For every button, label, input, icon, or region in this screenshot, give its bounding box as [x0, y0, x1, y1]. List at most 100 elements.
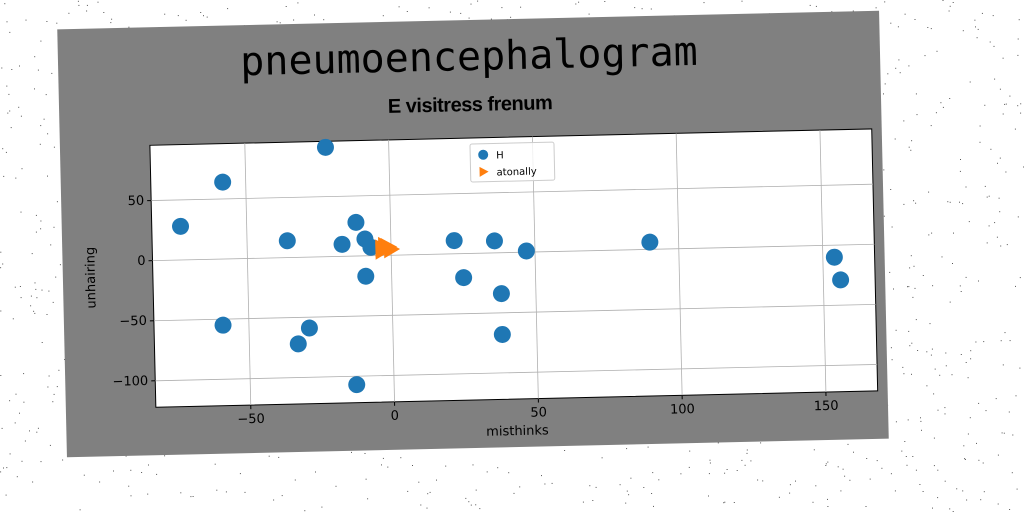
- noise-speck: [575, 3, 577, 5]
- noise-speck: [30, 295, 32, 297]
- scatter-point-h: [493, 325, 511, 343]
- noise-speck: [56, 22, 58, 24]
- noise-speck: [1004, 103, 1006, 105]
- noise-speck: [192, 496, 194, 497]
- noise-speck: [827, 498, 828, 500]
- noise-speck: [926, 351, 928, 353]
- noise-speck: [890, 347, 892, 349]
- noise-speck: [812, 501, 814, 503]
- noise-speck: [35, 231, 37, 233]
- noise-speck: [970, 358, 972, 360]
- noise-speck: [281, 495, 283, 497]
- noise-speck: [110, 22, 112, 24]
- scatter-point-atonally: [383, 240, 401, 259]
- noise-speck: [970, 350, 972, 352]
- noise-speck: [951, 374, 953, 376]
- noise-speck: [200, 12, 202, 13]
- noise-speck: [1020, 112, 1022, 114]
- noise-speck: [980, 499, 982, 501]
- noise-speck: [889, 271, 891, 273]
- noise-speck: [932, 285, 934, 287]
- noise-speck: [890, 22, 892, 24]
- noise-speck: [367, 498, 369, 500]
- scatter-point-h: [641, 233, 659, 251]
- noise-speck: [62, 459, 64, 461]
- noise-speck: [931, 348, 933, 350]
- noise-speck: [77, 0, 79, 2]
- noise-speck: [99, 481, 101, 483]
- noise-speck: [908, 146, 910, 148]
- noise-speck: [984, 104, 986, 106]
- y-tick-label: 50: [127, 194, 144, 209]
- noise-speck: [915, 93, 917, 95]
- noise-speck: [486, 471, 488, 473]
- noise-speck: [1017, 38, 1019, 40]
- noise-speck: [746, 452, 748, 454]
- noise-speck: [647, 446, 649, 448]
- noise-speck: [910, 255, 912, 257]
- noise-speck: [23, 401, 25, 403]
- noise-speck: [1004, 332, 1006, 334]
- noise-speck: [912, 456, 914, 457]
- noise-speck: [978, 459, 980, 461]
- noise-speck: [937, 469, 939, 471]
- noise-speck: [944, 407, 946, 409]
- noise-speck: [519, 486, 521, 488]
- noise-speck: [904, 441, 906, 442]
- noise-speck: [960, 354, 962, 355]
- scatter-plot: −50 0 50 100 150 −100 −50 0 50 misthinks unhairing…: [83, 128, 879, 440]
- noise-speck: [936, 50, 938, 52]
- noise-speck: [479, 508, 481, 510]
- noise-speck: [279, 22, 281, 24]
- noise-speck: [68, 12, 70, 14]
- noise-speck: [703, 2, 705, 4]
- noise-speck: [1005, 103, 1007, 105]
- noise-speck: [999, 211, 1001, 213]
- noise-speck: [465, 497, 467, 499]
- noise-speck: [97, 1, 99, 3]
- noise-speck: [468, 501, 470, 503]
- noise-speck: [680, 473, 682, 475]
- noise-speck: [268, 455, 270, 457]
- noise-speck: [18, 106, 20, 108]
- noise-speck: [8, 93, 10, 95]
- noise-speck: [45, 94, 47, 96]
- noise-speck: [688, 466, 690, 468]
- noise-speck: [477, 0, 479, 2]
- noise-speck: [891, 226, 893, 228]
- noise-speck: [1001, 432, 1003, 434]
- noise-speck: [953, 232, 954, 234]
- noise-speck: [48, 290, 50, 292]
- plot-area: [149, 128, 879, 408]
- scatter-point-h: [300, 319, 318, 337]
- noise-speck: [276, 21, 278, 23]
- noise-speck: [293, 19, 295, 21]
- noise-speck: [400, 457, 402, 459]
- noise-speck: [689, 450, 691, 452]
- noise-speck: [809, 4, 811, 6]
- noise-speck: [762, 480, 764, 482]
- noise-speck: [21, 460, 23, 462]
- legend-label: atonally: [496, 167, 536, 179]
- noise-speck: [185, 19, 187, 21]
- noise-speck: [965, 362, 967, 363]
- noise-speck: [544, 483, 546, 485]
- noise-speck: [894, 490, 896, 492]
- scatter-point-atonally: [375, 241, 392, 260]
- noise-speck: [634, 7, 636, 9]
- noise-speck: [551, 482, 553, 484]
- noise-speck: [708, 473, 710, 475]
- noise-speck: [31, 253, 33, 255]
- noise-speck: [993, 45, 995, 47]
- noise-speck: [962, 203, 964, 205]
- noise-speck: [304, 510, 306, 512]
- noise-speck: [965, 458, 966, 460]
- y-gridline: [152, 243, 875, 262]
- noise-speck: [983, 341, 985, 343]
- noise-speck: [992, 15, 994, 17]
- noise-speck: [9, 110, 11, 112]
- noise-speck: [315, 471, 316, 473]
- x-gridline: [388, 139, 395, 402]
- noise-speck: [14, 422, 16, 424]
- noise-speck: [869, 478, 871, 480]
